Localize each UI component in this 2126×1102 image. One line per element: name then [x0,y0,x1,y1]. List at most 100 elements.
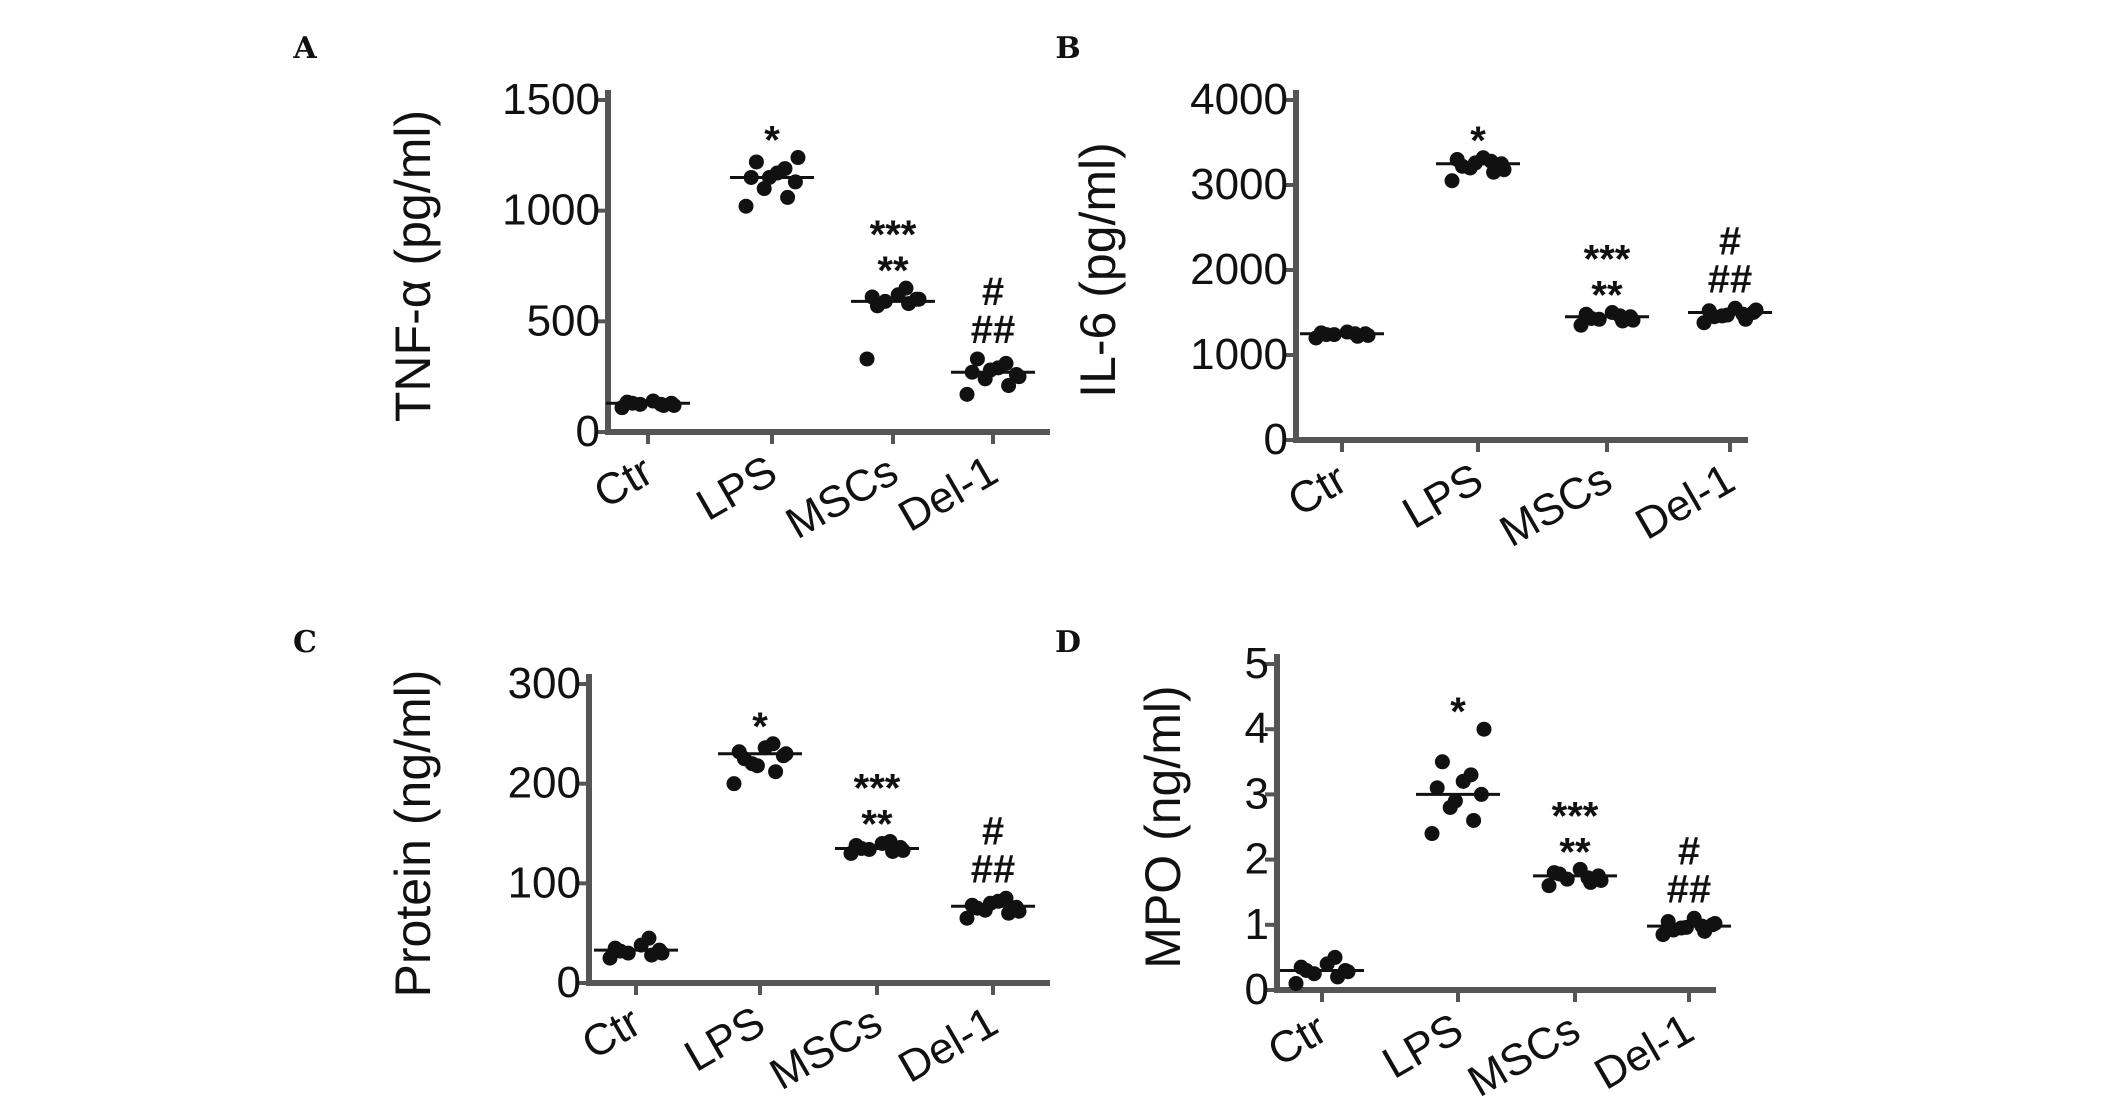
data-point [1360,327,1376,343]
x-category-label: LPS [676,997,773,1081]
x-category-label: Ctr [1260,1004,1335,1076]
y-tick-label: 0 [1264,415,1288,464]
data-point [1327,949,1343,965]
data-point [1580,870,1596,886]
significance-marker: ## [971,308,1016,352]
data-point [882,833,898,849]
x-category-label: Ctr [586,446,661,518]
significance-marker: * [1470,119,1486,163]
data-point [1625,312,1641,328]
significance-marker: * [752,705,768,749]
panel-D: D MPO (ng/ml) 0 1 2 3 4 5 Ctr LPS * MSCs ***** Del-1 #… [1055,625,1731,1102]
data-point [898,280,914,296]
data-point [1466,812,1482,828]
y-tick-label: 0 [576,407,600,456]
y-tick-label: 2 [1245,835,1269,884]
data-point [969,900,985,916]
y-axis-title: MPO (ng/ml) [1135,685,1191,968]
data-point [1735,306,1751,322]
data-point [1288,975,1304,991]
significance-marker: * [764,119,780,163]
x-category-label: Del-1 [1586,1004,1702,1099]
x-category-label: Del-1 [1627,454,1743,549]
data-point [1429,780,1445,796]
significance-marker: # [982,270,1004,314]
y-axis-title: Protein (ng/ml) [385,670,441,998]
data-point [765,736,781,752]
panel-letter: D [1055,625,1081,660]
y-tick-label: 4000 [1190,75,1288,124]
panel-A: A TNF-α (pg/ml) 0 500 1000 1500 Ctr LPS * MSCs ***… [292,31,1050,549]
y-axis-title: IL-6 (pg/ml) [1070,142,1126,398]
x-category-label: MSCs [1492,454,1620,556]
data-point [1551,866,1567,882]
significance-marker: # [1678,829,1700,873]
significance-marker: * [1450,690,1466,734]
y-tick-label: 300 [508,659,581,708]
data-point [1583,310,1599,326]
data-point [748,154,764,170]
x-category-label: LPS [1374,1004,1471,1088]
significance-marker: ## [1708,257,1753,301]
data-point [654,945,670,961]
panel-letter: B [1055,31,1080,66]
x-category-label: MSCs [1460,1004,1588,1102]
x-category-label: MSCs [762,997,890,1099]
y-tick-label: 3000 [1190,160,1288,209]
significance-marker: ## [971,847,1016,891]
significance-marker: *** [1584,238,1631,282]
data-point [982,895,998,911]
data-point [666,397,682,413]
data-point [998,890,1014,906]
data-point [1496,162,1512,178]
data-point [1463,767,1479,783]
data-point [1444,173,1460,189]
x-category-label: Ctr [574,997,649,1069]
data-point [1454,158,1470,174]
data-point [726,776,742,792]
data-point [969,351,985,367]
y-axis-title: TNF-α (pg/ml) [385,110,441,422]
data-point [1447,793,1463,809]
data-point [998,355,1014,371]
y-tick-label: 4 [1245,704,1269,753]
data-point [859,351,875,367]
panel-letter: A [292,31,317,66]
data-point [780,189,796,205]
significance-marker: # [982,809,1004,853]
x-category-label: LPS [1394,454,1491,538]
data-point [895,842,911,858]
significance-marker: *** [854,766,901,810]
significance-marker: ## [1667,867,1712,911]
data-point [1541,878,1557,894]
data-point [738,198,754,214]
data-point [1001,378,1017,394]
data-point [1434,754,1450,770]
panel-B: B IL-6 (pg/ml) 0 1000 2000 3000 4000 Ctr LPS * MSC… [1055,31,1772,557]
significance-marker: ** [1591,274,1623,318]
significance-marker: ** [877,249,909,293]
y-tick-label: 5 [1245,639,1269,688]
y-tick-label: 1 [1245,900,1269,949]
data-point [959,910,975,926]
panel-C: C Protein (ng/ml) 0 100 200 300 Ctr LPS * MSCs ***… [293,625,1050,1100]
y-tick-label: 500 [527,296,600,345]
x-category-label: Del-1 [890,446,1006,541]
significance-marker: ** [1559,830,1591,874]
x-category-label: MSCs [778,446,906,548]
significance-marker: *** [1552,794,1599,838]
y-tick-label: 0 [557,958,581,1007]
data-point [911,291,927,307]
significance-marker: *** [870,213,917,257]
y-tick-label: 3 [1245,769,1269,818]
x-category-label: Ctr [1280,454,1355,526]
y-tick-label: 0 [1245,965,1269,1014]
data-point [777,161,793,177]
y-tick-label: 100 [508,858,581,907]
data-point [1748,302,1764,318]
y-tick-label: 1000 [502,186,600,235]
data-point [1424,826,1440,842]
data-point [749,758,765,774]
data-point [982,362,998,378]
